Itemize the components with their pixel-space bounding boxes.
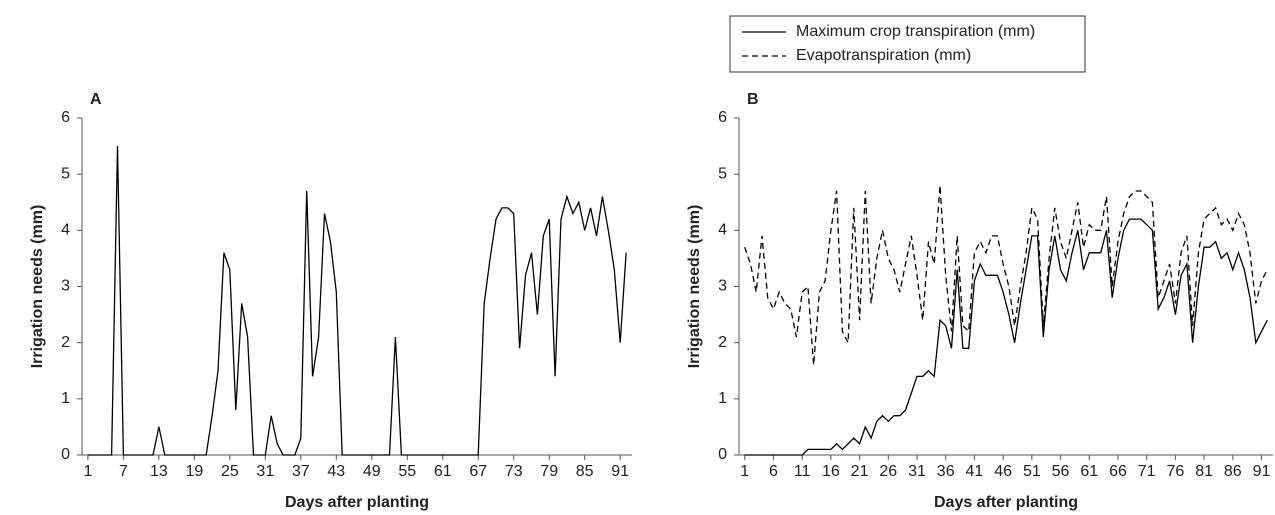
x-tick-label: 73: [505, 463, 523, 480]
x-tick-label: 91: [611, 463, 629, 480]
x-tick-label: 61: [434, 463, 452, 480]
y-tick-label: 1: [718, 390, 727, 407]
y-tick-label: 0: [61, 446, 70, 463]
y-axis-title: Irrigation needs (mm): [29, 205, 46, 369]
x-tick-label: 76: [1166, 463, 1184, 480]
y-tick-label: 0: [718, 446, 727, 463]
x-axis-title: Days after planting: [934, 494, 1078, 511]
x-tick-label: 25: [221, 463, 239, 480]
x-tick-label: 21: [851, 463, 869, 480]
x-tick-label: 71: [1138, 463, 1156, 480]
y-tick-label: 3: [61, 278, 70, 295]
x-tick-label: 43: [327, 463, 345, 480]
x-tick-label: 7: [119, 463, 128, 480]
x-tick-label: 11: [794, 463, 811, 480]
x-tick-label: 31: [908, 463, 926, 480]
y-tick-label: 2: [718, 334, 727, 351]
x-tick-label: 91: [1253, 463, 1271, 480]
y-tick-label: 6: [61, 109, 70, 126]
y-tick-label: 6: [718, 109, 727, 126]
x-tick-label: 31: [256, 463, 274, 480]
y-tick-label: 2: [61, 334, 70, 351]
x-tick-label: 85: [576, 463, 594, 480]
x-tick-label: 81: [1195, 463, 1213, 480]
data-line: [744, 218, 1268, 456]
y-tick-label: 4: [718, 222, 727, 239]
x-tick-label: 67: [469, 463, 487, 480]
x-tick-label: 36: [937, 463, 955, 480]
data-line: [87, 146, 627, 456]
x-tick-label: 26: [879, 463, 897, 480]
x-tick-label: 55: [398, 463, 416, 480]
panel-label: A: [90, 91, 102, 108]
x-tick-label: 61: [1080, 463, 1098, 480]
legend-label: Maximum crop transpiration (mm): [796, 23, 1035, 40]
x-tick-label: 66: [1109, 463, 1127, 480]
x-tick-label: 79: [540, 463, 558, 480]
y-tick-label: 5: [61, 165, 70, 182]
legend-box: [729, 15, 1086, 73]
x-tick-label: 46: [994, 463, 1012, 480]
y-tick-label: 1: [61, 390, 70, 407]
x-tick-label: 1: [740, 463, 749, 480]
x-tick-label: 56: [1052, 463, 1070, 480]
panel-label: B: [747, 91, 759, 108]
x-tick-label: 41: [966, 463, 984, 480]
x-tick-label: 6: [769, 463, 778, 480]
x-tick-label: 86: [1224, 463, 1242, 480]
x-tick-label: 16: [822, 463, 840, 480]
x-axis-title: Days after planting: [285, 494, 429, 511]
x-tick-label: 19: [185, 463, 203, 480]
x-tick-label: 1: [83, 463, 92, 480]
y-tick-label: 4: [61, 222, 70, 239]
x-tick-label: 49: [363, 463, 381, 480]
x-tick-label: 37: [292, 463, 310, 480]
y-axis-title: Irrigation needs (mm): [686, 205, 703, 369]
x-tick-label: 51: [1023, 463, 1041, 480]
y-tick-label: 5: [718, 165, 727, 182]
y-tick-label: 3: [718, 278, 727, 295]
x-tick-label: 13: [150, 463, 168, 480]
legend-label: Evapotranspiration (mm): [796, 47, 971, 64]
data-line: [744, 185, 1268, 366]
